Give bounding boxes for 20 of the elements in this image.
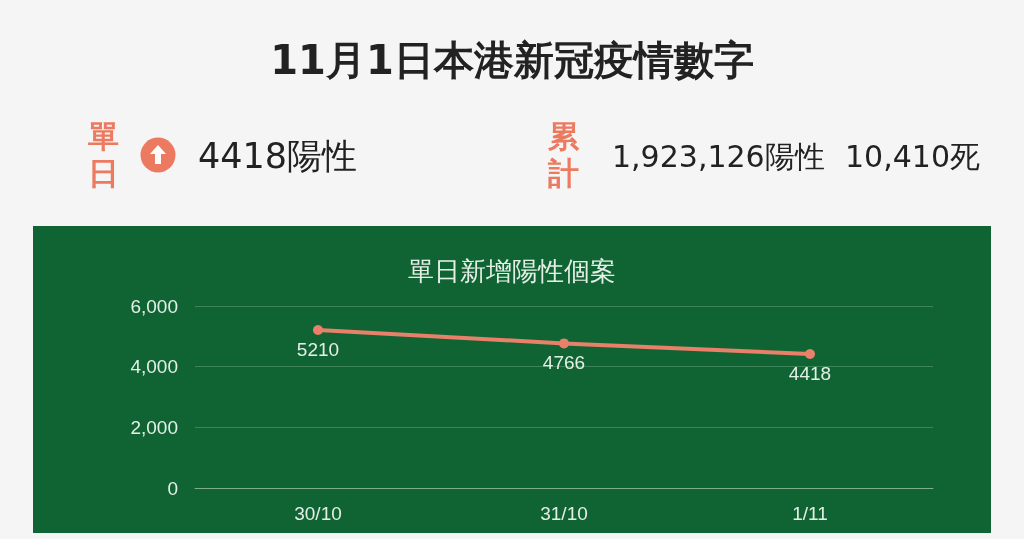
data-label: 5210 bbox=[296, 338, 340, 360]
x-tick-label: 1/11 bbox=[792, 503, 828, 524]
text: 4418陽性 bbox=[198, 136, 358, 176]
text: 累計 bbox=[548, 118, 579, 193]
point bbox=[805, 348, 815, 359]
y-tick-label: 4,000 bbox=[130, 356, 178, 378]
chart-title: 單日新增陽性個案 bbox=[408, 256, 616, 286]
x-tick-label: 30/10 bbox=[294, 503, 342, 524]
text: 11月1日本港新冠疫情數字 bbox=[269, 37, 755, 83]
point bbox=[313, 324, 323, 335]
y-tick-label: 0 bbox=[167, 477, 178, 499]
y-tick-label: 2,000 bbox=[130, 416, 178, 438]
text: 10,410死 bbox=[845, 139, 980, 174]
text: 1,923,126陽性 bbox=[612, 139, 825, 174]
point bbox=[559, 338, 569, 349]
data-label: 4766 bbox=[542, 352, 586, 374]
text: 單日 bbox=[88, 118, 119, 193]
y-tick-label: 6,000 bbox=[130, 295, 178, 317]
x-tick-label: 31/10 bbox=[540, 503, 588, 524]
data-label: 4418 bbox=[788, 362, 832, 384]
